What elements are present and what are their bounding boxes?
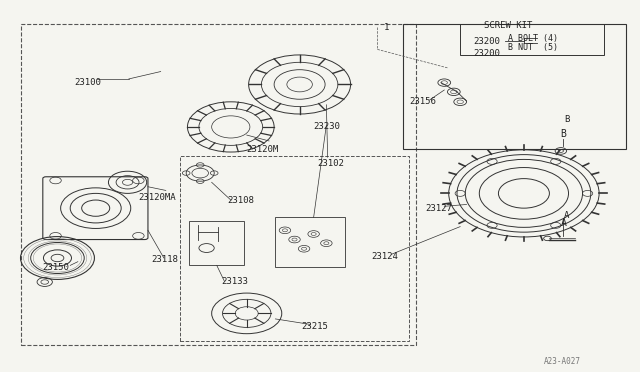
Text: 23200: 23200 xyxy=(473,37,500,46)
Text: 23150: 23150 xyxy=(43,263,70,272)
Text: A BOLT (4): A BOLT (4) xyxy=(508,34,558,43)
Bar xyxy=(403,23,626,149)
Text: 23230: 23230 xyxy=(314,122,340,131)
Text: 23100: 23100 xyxy=(75,78,102,87)
Text: 1: 1 xyxy=(384,23,389,32)
Bar xyxy=(460,23,604,55)
Bar xyxy=(189,221,244,265)
Text: B: B xyxy=(561,129,566,139)
Text: 23133: 23133 xyxy=(221,278,248,286)
Text: 23120M: 23120M xyxy=(246,145,279,154)
Text: A: A xyxy=(564,211,570,220)
Text: 23120MA: 23120MA xyxy=(138,193,176,202)
Text: SCREW KIT: SCREW KIT xyxy=(484,21,532,30)
Text: A: A xyxy=(561,218,566,228)
Text: B: B xyxy=(564,115,570,124)
Text: A23-A027: A23-A027 xyxy=(543,357,580,366)
Text: 23102: 23102 xyxy=(317,159,344,169)
Text: 23124: 23124 xyxy=(371,251,398,261)
Text: B NUT  (5): B NUT (5) xyxy=(508,43,558,52)
Text: 23200: 23200 xyxy=(473,49,500,58)
Text: 23108: 23108 xyxy=(228,196,255,205)
Text: 23215: 23215 xyxy=(301,322,328,331)
Text: 23156: 23156 xyxy=(409,97,436,106)
Text: 23118: 23118 xyxy=(151,255,178,264)
Bar xyxy=(275,217,346,267)
Text: 23127: 23127 xyxy=(425,203,452,213)
